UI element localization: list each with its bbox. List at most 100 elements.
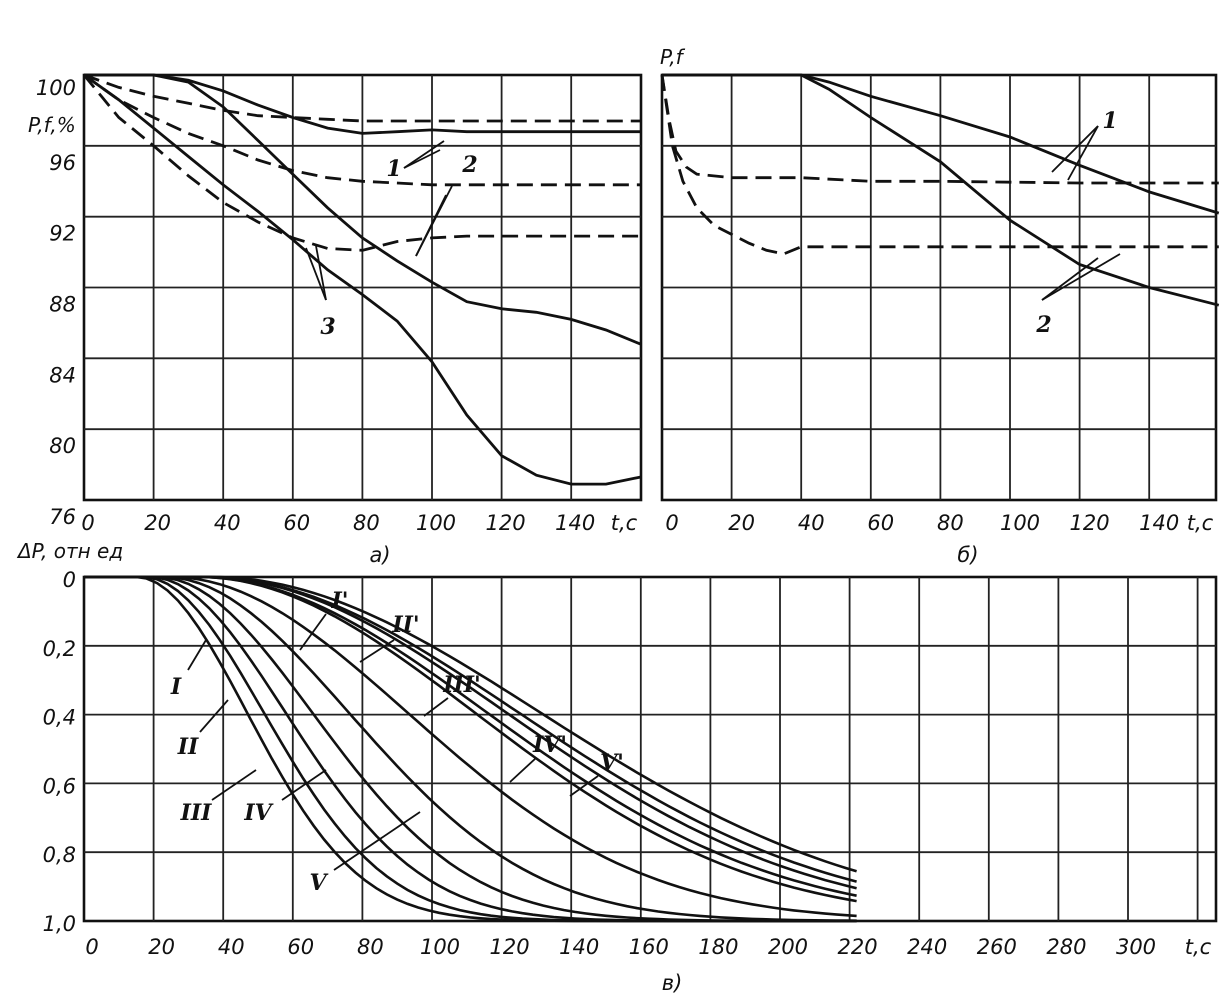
panel-c-callout <box>199 699 229 733</box>
panel-b-curve <box>660 74 1219 185</box>
panel-b-annotation-2: 2 <box>1035 312 1051 338</box>
panel-c-curve <box>84 575 857 897</box>
panel-a-annotation-2: 2 <box>461 152 477 178</box>
panel-c-y-tick: 1,0 <box>43 912 76 936</box>
panel-b-x-tick: 40 <box>798 511 825 535</box>
panel-c-y-tick: 0 <box>63 568 76 592</box>
panel-c-series-label: III' <box>442 672 481 698</box>
panel-c-curve <box>84 575 857 873</box>
panel-b-caption: б) <box>957 543 978 567</box>
panel-a-x-tick: 20 <box>144 511 171 535</box>
panel-a-y-tick: 76 <box>49 505 76 529</box>
panel-b-curve <box>662 73 1220 307</box>
curves <box>82 73 1220 923</box>
panel-c-curve <box>84 575 857 923</box>
panel-c-x-tick: 180 <box>698 935 738 959</box>
panel-c-series-label: II' <box>391 612 419 638</box>
panel-a-curve <box>83 73 641 123</box>
panel-a-x-tick: 140 <box>555 511 595 535</box>
panel-a-callout <box>305 247 327 301</box>
panel-a-callout <box>315 245 327 301</box>
panel-c-x-tick: 240 <box>907 935 947 959</box>
panel-c-x-tick: 220 <box>838 935 878 959</box>
panel-c-x-tick: 280 <box>1046 935 1086 959</box>
panel-a-x-tick: 60 <box>283 511 310 535</box>
panel-c-x-tick: 100 <box>420 935 460 959</box>
panel-c-callout <box>359 639 395 663</box>
panel-c-series-label: V' <box>600 750 624 776</box>
panel-c-series-label: III <box>180 800 213 826</box>
panel-b-x-tick: 140 <box>1139 511 1179 535</box>
panel-c-x-tick: 260 <box>977 935 1017 959</box>
panel-a-curve <box>84 73 642 346</box>
panel-c-x-tick: 20 <box>148 935 175 959</box>
panel-c-x-tick: 60 <box>287 935 314 959</box>
panel-c-callout <box>509 757 537 783</box>
panel-a-annotation-1: 1 <box>386 156 401 182</box>
panel-c-x-tick: 160 <box>629 935 669 959</box>
panel-c-callout <box>299 613 327 651</box>
panel-c-callout <box>333 811 421 871</box>
panel-b-callout <box>1051 125 1099 173</box>
panel-c-series-label: II <box>177 734 199 760</box>
panel-c-series-label: I <box>170 674 182 700</box>
panel-a-x-tick: 120 <box>486 511 526 535</box>
panel-c-curve <box>84 575 857 918</box>
panel-c-curve <box>84 575 857 883</box>
panel-c-series-label: I' <box>330 588 348 614</box>
panel-a-x-tick: 40 <box>214 511 241 535</box>
panel-b-x-tick: 120 <box>1070 511 1110 535</box>
panel-c-x-tick: 120 <box>490 935 530 959</box>
panel-b-callout <box>1041 253 1121 301</box>
panel-c-x-tick: 0 <box>85 935 98 959</box>
grids <box>82 73 1218 923</box>
panel-c-x-tick: 300 <box>1116 935 1156 959</box>
panel-a-curve <box>83 73 641 187</box>
panel-b-callout <box>1041 257 1099 301</box>
panel-c-callout <box>423 697 449 717</box>
panel-a-y-tick: 80 <box>49 434 76 458</box>
panel-a-callout <box>403 140 445 169</box>
panel-a-callout <box>415 194 447 257</box>
panel-c-x-label: t,c <box>1185 935 1212 959</box>
panel-c-curve <box>84 575 857 922</box>
panel-c-series-label: IV' <box>532 732 567 758</box>
panel-b-x-tick: 20 <box>728 511 755 535</box>
panel-b-x-tick: 60 <box>867 511 894 535</box>
panel-c-y-tick: 0,2 <box>43 637 76 661</box>
panel-b-x-tick: 100 <box>1000 511 1040 535</box>
panel-a-y-tick: 84 <box>49 363 76 387</box>
panel-a-caption: a) <box>369 543 390 567</box>
panel-b-curve <box>660 74 1219 256</box>
panel-a-x-tick: 100 <box>416 511 456 535</box>
panel-c-caption: в) <box>662 971 683 995</box>
panel-b-x-tick: 80 <box>937 511 964 535</box>
panel-c-callout <box>569 775 599 797</box>
panel-c-curve <box>84 575 857 923</box>
panel-c-callout <box>281 769 327 801</box>
panel-a-y-label: P,f,% <box>28 113 76 137</box>
panel-c-x-tick: 80 <box>357 935 384 959</box>
panel-b-callout <box>1067 125 1099 181</box>
panel-a-x-tick: 80 <box>353 511 380 535</box>
panel-c-x-tick: 40 <box>218 935 245 959</box>
panel-a-x-tick: 0 <box>81 511 94 535</box>
panel-a-x-label: t,c <box>611 511 638 535</box>
panel-c-series-label: V <box>309 870 328 896</box>
panel-a-curve <box>84 73 641 135</box>
panel-b-x-label: t,c <box>1187 511 1214 535</box>
panel-a-y-tick: 100 <box>36 76 76 100</box>
panel-b-x-tick: 0 <box>665 511 678 535</box>
panel-c-frame <box>82 575 1218 923</box>
panel-c-callout <box>187 639 207 671</box>
panel-a-curve <box>83 73 642 486</box>
panel-b-annotation-1: 1 <box>1102 108 1117 134</box>
panel-c-y-tick: 0,6 <box>43 774 76 798</box>
panel-b-y-label: P,f <box>660 45 686 69</box>
panel-a-y-tick: 96 <box>49 151 76 175</box>
panel-c-callout <box>211 769 257 801</box>
panel-a-y-tick: 92 <box>49 222 76 246</box>
panel-c-x-tick: 200 <box>768 935 808 959</box>
panel-a-annotation-3: 3 <box>320 314 335 340</box>
